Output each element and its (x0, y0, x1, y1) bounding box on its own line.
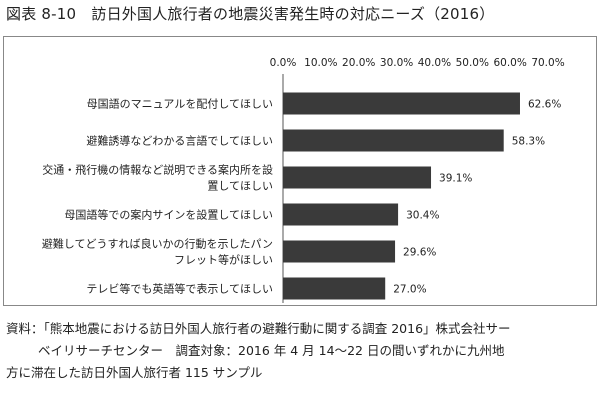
category-label: 避難してどうすれば良いかの行動を示したパン (42, 237, 273, 251)
bar-value-label: 29.6% (403, 247, 436, 259)
source-note-line-2: ベイリサーチセンター 調査対象：2016 年 4 月 14～22 日の間いずれか… (38, 343, 505, 358)
bar (283, 92, 520, 115)
category-label: 交通・飛行機の情報など説明できる案内所を設 (42, 163, 273, 177)
x-tick-label: 40.0% (418, 57, 451, 69)
bar-value-label: 30.4% (406, 210, 439, 222)
category-label: フレット等がほしい (174, 253, 273, 267)
bar (283, 203, 399, 226)
figure-title: 図表 8-10 訪日外国人旅行者の地震災害発生時の対応ニーズ（2016） (6, 5, 495, 23)
bar-value-label: 62.6% (528, 99, 561, 111)
source-note-line-3: 方に滞在した訪日外国人旅行者 115 サンプル (6, 365, 263, 380)
source-note-line-1: 資料：「熊本地震における訪日外国人旅行者の避難行動に関する調査 2016」株式会… (6, 321, 511, 336)
bar (283, 129, 504, 152)
category-label: テレビ等でも英語等で表示してほしい (86, 282, 273, 296)
bar (283, 277, 386, 300)
bar-value-label: 39.1% (439, 173, 472, 185)
x-tick-label: 60.0% (493, 57, 526, 69)
x-tick-label: 20.0% (342, 57, 375, 69)
x-tick-label: 10.0% (304, 57, 337, 69)
x-tick-label: 70.0% (531, 57, 564, 69)
bar-chart: 0.0% 10.0% 20.0% 30.0% 40.0% 50.0% 60.0% 70.0% 6… (42, 57, 565, 303)
bar-value-label: 27.0% (393, 284, 426, 296)
bar (283, 240, 396, 263)
category-label: 母国語のマニュアルを配付してほしい (87, 97, 273, 111)
category-label: 置してほしい (207, 180, 273, 193)
category-label: 避難誘導などわかる言語でしてほしい (86, 134, 273, 148)
bar (283, 166, 432, 189)
chart-frame: 0.0% 10.0% 20.0% 30.0% 40.0% 50.0% 60.0% 70.0% 6… (3, 36, 597, 306)
category-label: 母国語等での案内サインを設置してほしい (64, 208, 273, 222)
source-note: 資料：「熊本地震における訪日外国人旅行者の避難行動に関する調査 2016」株式会… (6, 318, 596, 384)
x-tick-label: 30.0% (380, 57, 413, 69)
x-tick-label: 0.0% (270, 57, 297, 69)
bar-value-label: 58.3% (512, 136, 545, 148)
x-tick-label: 50.0% (456, 57, 489, 69)
